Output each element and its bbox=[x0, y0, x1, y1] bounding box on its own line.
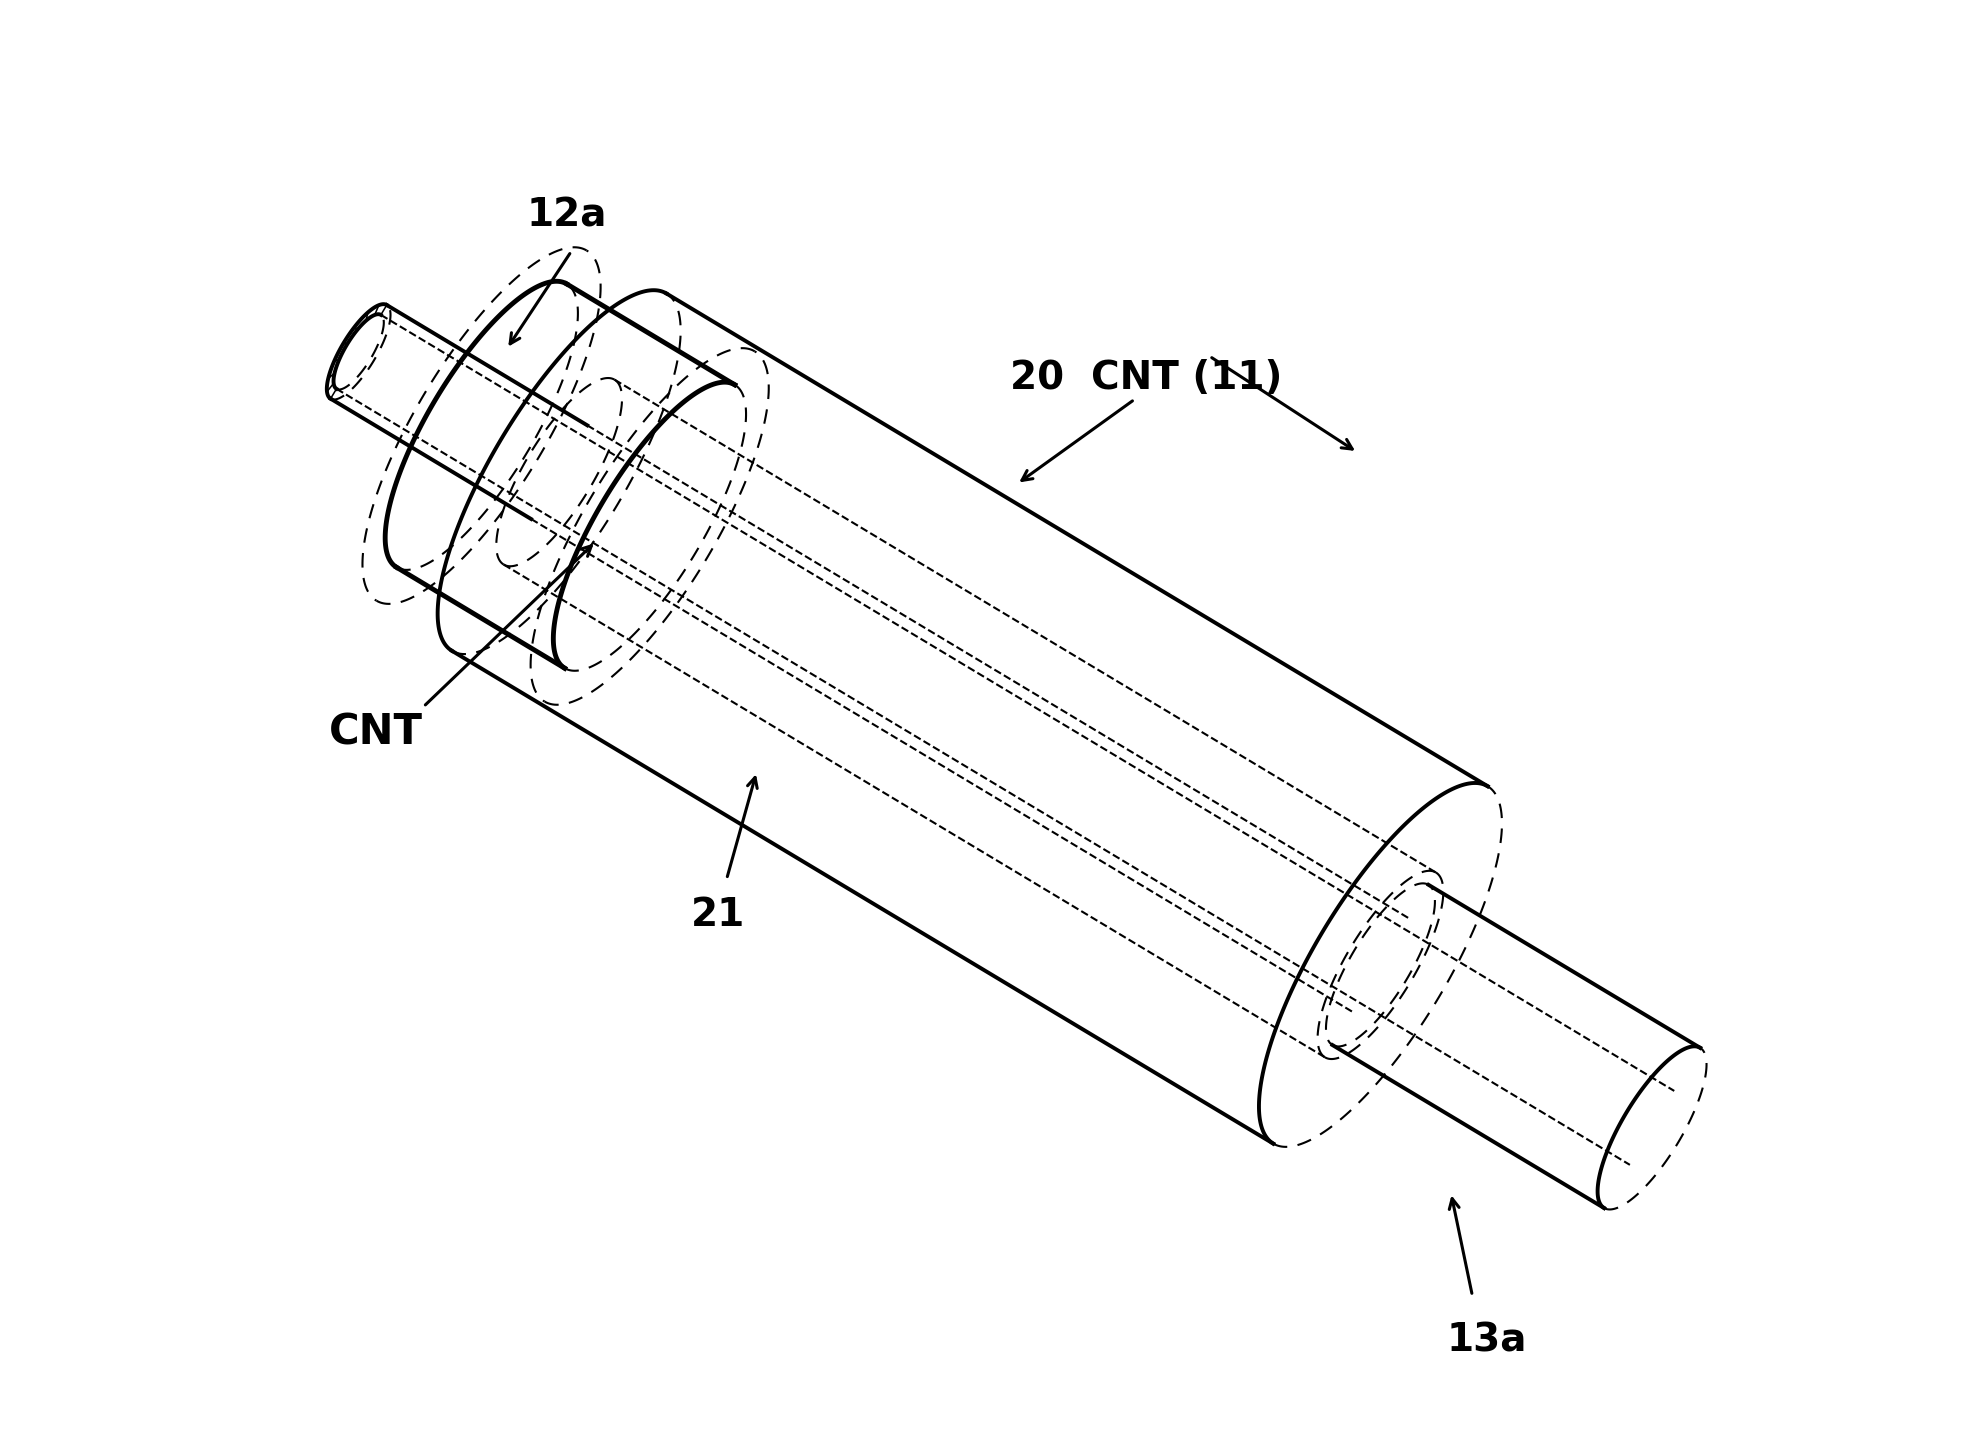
Text: 21: 21 bbox=[692, 897, 745, 934]
Text: 12a: 12a bbox=[527, 196, 606, 234]
Text: 13a: 13a bbox=[1447, 1322, 1526, 1360]
Text: 20  CNT (11): 20 CNT (11) bbox=[1011, 358, 1282, 396]
Text: CNT: CNT bbox=[329, 711, 422, 753]
